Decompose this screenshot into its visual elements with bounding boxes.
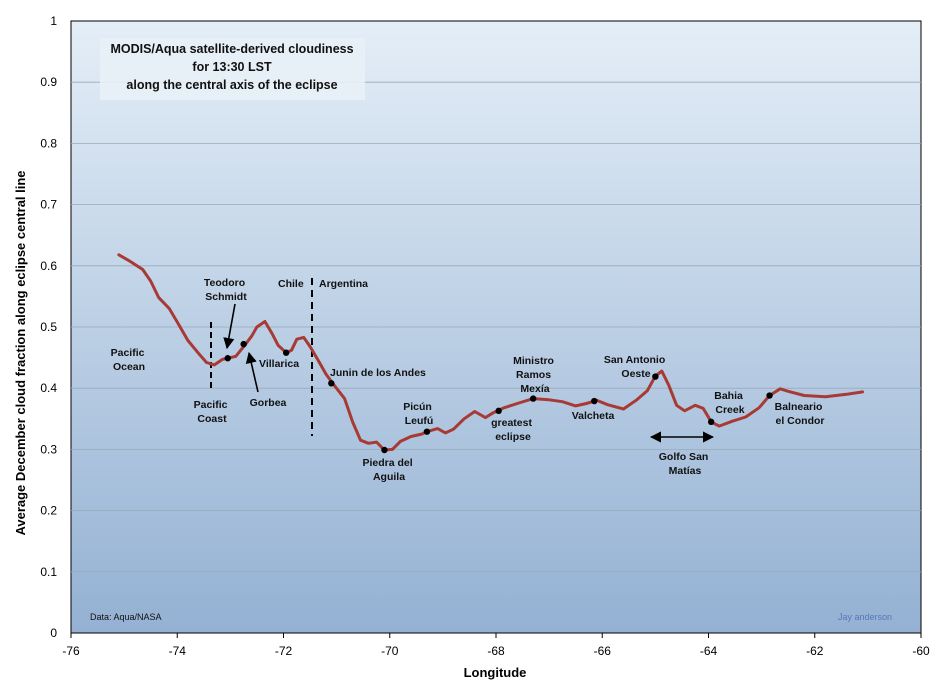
chart-title: MODIS/Aqua satellite-derived cloudiness …: [100, 38, 365, 100]
title-line-1: MODIS/Aqua satellite-derived cloudiness: [110, 42, 353, 56]
gorbea-arrow: [245, 351, 259, 393]
location-points: [224, 340, 773, 454]
annotation-chile: Chile: [278, 278, 304, 290]
annotation-villarica: Villarica: [259, 358, 299, 370]
annotation-golfo-san-matias: Golfo San Matías: [659, 451, 712, 477]
location-point: [381, 446, 388, 454]
location-point: [766, 392, 773, 399]
location-point: [328, 380, 335, 387]
annotation-bahia-creek: Bahia Creek: [714, 390, 746, 416]
x-tick-label: -72: [275, 644, 293, 658]
y-tick-label: 0.6: [40, 259, 57, 273]
teodoro-schmidt-arrow: [223, 303, 236, 350]
x-tick-label: -76: [62, 644, 80, 658]
title-box: [100, 38, 365, 100]
title-line-2: for 13:30 LST: [192, 60, 272, 74]
y-tick-label: 0.8: [40, 136, 57, 150]
location-point: [224, 355, 231, 362]
annotation-gorbea: Gorbea: [250, 397, 287, 409]
location-point: [591, 397, 598, 405]
annotations: Pacific Ocean Teodoro Schmidt Chile Arge…: [111, 277, 826, 483]
annotation-balneario-el-condor: Balneario el Condor: [775, 401, 826, 427]
y-tick-label: 0.5: [40, 320, 57, 334]
x-tick-label: -70: [381, 644, 399, 658]
y-tick-label: 0.3: [40, 442, 57, 456]
annotation-pacific-coast: Pacific Coast: [194, 399, 231, 425]
x-tick-label: -64: [700, 644, 718, 658]
data-credit: Data: Aqua/NASA: [90, 612, 162, 622]
y-tick-label: 0.7: [40, 198, 57, 212]
location-point: [652, 373, 659, 380]
location-point: [495, 407, 502, 415]
annotation-san-antonio-oeste: San Antonio Oeste: [604, 354, 668, 380]
annotation-greatest-eclipse: greatest eclipse: [491, 417, 535, 443]
y-tick-label: 1: [50, 14, 57, 28]
x-axis-ticks: -76 -74 -72 -70 -68 -66 -64 -62 -60: [62, 633, 930, 658]
y-axis-label: Average December cloud fraction along ec…: [13, 170, 28, 535]
location-point: [423, 428, 431, 435]
x-tick-label: -66: [594, 644, 612, 658]
y-tick-label: 0.9: [40, 75, 57, 89]
y-tick-label: 0.2: [40, 504, 57, 518]
location-point: [240, 340, 247, 348]
title-line-3: along the central axis of the eclipse: [126, 78, 337, 92]
location-point: [707, 418, 715, 426]
annotation-junin-de-los-andes: Junin de los Andes: [330, 367, 426, 379]
annotation-ministro-ramos-mexia: Ministro Ramos Mexía: [513, 355, 557, 395]
y-tick-label: 0.1: [40, 565, 57, 579]
annotation-argentina: Argentina: [319, 278, 368, 290]
annotation-teodoro-schmidt: Teodoro Schmidt: [204, 277, 248, 303]
location-point: [529, 395, 537, 402]
y-tick-label: 0.4: [40, 381, 57, 395]
annotation-pacific-ocean: Pacific Ocean: [111, 347, 148, 373]
annotation-valcheta: Valcheta: [572, 410, 615, 422]
y-axis-ticks: 0 0.1 0.2 0.3 0.4 0.5 0.6 0.7 0.8 0.9 1: [40, 14, 57, 640]
x-tick-label: -60: [912, 644, 930, 658]
x-tick-label: -74: [169, 644, 187, 658]
annotation-picun-leufu: Picún Leufú: [403, 401, 435, 427]
x-axis-label: Longitude: [464, 665, 527, 680]
x-tick-label: -68: [487, 644, 505, 658]
annotation-piedra-del-aguila: Piedra del Aguila: [362, 457, 415, 483]
y-tick-label: 0: [50, 626, 57, 640]
location-point: [282, 349, 290, 356]
author-credit: Jay anderson: [838, 612, 892, 622]
x-tick-label: -62: [806, 644, 824, 658]
